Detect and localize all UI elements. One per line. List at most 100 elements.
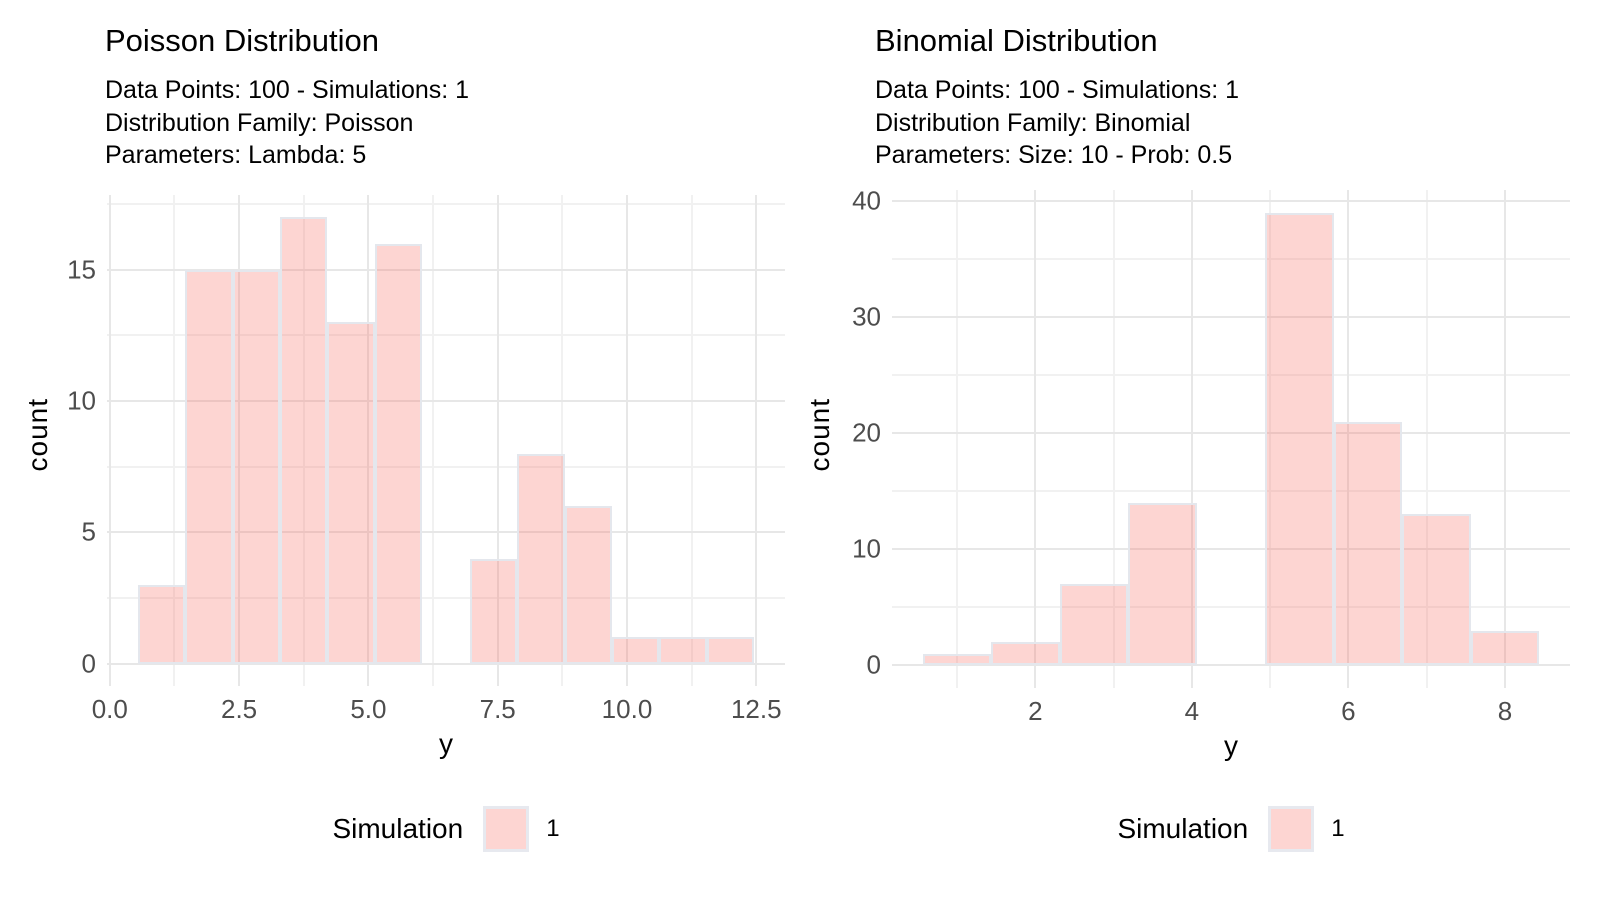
x-tick-label: 6 [1341, 696, 1356, 726]
major-gridline-vertical [1034, 190, 1037, 688]
x-tick-label: 2 [1028, 696, 1043, 726]
major-gridline-horizontal [892, 664, 1570, 667]
major-gridline-vertical [625, 195, 628, 686]
histogram-bar [1470, 630, 1540, 666]
chart-subtitle: Data Points: 100 - Simulations: 1 Distri… [875, 74, 1239, 172]
minor-gridline-vertical [1269, 190, 1272, 688]
chart-title: Poisson Distribution [105, 23, 379, 58]
plot-panel: y 0.0 2.5 5.0 7.5 10.0 12.5 0 5 10 15 [67, 195, 785, 759]
plot-panel: y 2 4 6 8 0 10 20 30 40 [852, 186, 1570, 761]
minor-gridline-horizontal [892, 606, 1570, 609]
legend-key-swatch [1268, 806, 1315, 852]
histogram-bar [611, 637, 660, 664]
subtitle-line: Data Points: 100 - Simulations: 1 [875, 76, 1240, 104]
histogram-bar [659, 637, 707, 664]
legend-title: Simulation [1117, 813, 1249, 844]
major-gridline-horizontal [107, 662, 785, 665]
minor-gridline-horizontal [107, 203, 785, 206]
minor-gridline-horizontal [892, 258, 1570, 261]
x-tick-label: 0.0 [91, 694, 128, 724]
y-tick-label: 10 [852, 533, 881, 564]
x-tick-label: 10.0 [601, 694, 653, 724]
minor-gridline-vertical [956, 190, 959, 688]
x-tick-label: 8 [1497, 696, 1513, 726]
subtitle-line: Parameters: Size: 10 - Prob: 0.5 [875, 141, 1233, 169]
major-gridline-horizontal [107, 400, 785, 403]
histogram-bar [1059, 584, 1129, 666]
x-tick-label: 5.0 [350, 694, 387, 724]
histogram-bar [232, 269, 281, 664]
major-gridline-horizontal [892, 200, 1570, 203]
minor-gridline-horizontal [107, 597, 785, 600]
histogram-bar [469, 558, 518, 664]
y-tick-label: 10 [67, 385, 96, 416]
histogram-bar [137, 584, 186, 664]
major-gridline-vertical [755, 195, 758, 686]
major-gridline-vertical [367, 195, 370, 686]
histogram-bar [374, 243, 423, 664]
histogram-bar [1265, 212, 1334, 666]
major-gridline-vertical [108, 195, 111, 686]
legend: Simulation 1 [892, 806, 1570, 852]
binomial-histogram-figure: Binomial Distribution Data Points: 100 -… [800, 0, 1600, 900]
x-tick-label: 4 [1184, 696, 1200, 726]
y-tick-label: 0 [81, 648, 96, 679]
histogram-bar [185, 269, 233, 664]
minor-gridline-horizontal [107, 334, 785, 337]
legend: Simulation 1 [107, 806, 785, 852]
legend-title: Simulation [332, 813, 464, 844]
histogram-bar [922, 653, 992, 666]
major-gridline-horizontal [892, 432, 1570, 435]
histogram-bar [1128, 502, 1197, 666]
x-axis-title: y [439, 728, 453, 759]
histogram-bar [517, 453, 565, 664]
major-gridline-vertical [1347, 190, 1350, 688]
minor-gridline-vertical [173, 195, 176, 686]
subtitle-line: Distribution Family: Poisson [105, 108, 414, 137]
chart-title: Binomial Distribution [875, 23, 1158, 58]
chart-subtitle: Data Points: 100 - Simulations: 1 Distri… [105, 74, 469, 172]
minor-gridline-vertical [561, 195, 564, 686]
minor-gridline-horizontal [107, 465, 785, 468]
y-tick-label: 40 [852, 185, 881, 216]
y-tick-label: 20 [852, 417, 881, 448]
major-gridline-vertical [1503, 190, 1506, 688]
x-tick-label: 2.5 [221, 694, 258, 724]
major-gridline-horizontal [107, 268, 785, 271]
minor-gridline-vertical [302, 195, 305, 686]
histogram-bar [280, 217, 328, 664]
y-axis-title: count [22, 398, 53, 472]
histogram-bar [1402, 514, 1471, 666]
x-tick-label: 7.5 [479, 694, 516, 724]
y-tick-label: 5 [81, 516, 96, 547]
y-tick-label: 30 [852, 301, 881, 332]
y-tick-label: 0 [866, 649, 881, 680]
minor-gridline-vertical [432, 195, 435, 686]
legend-item-label: 1 [546, 815, 560, 842]
major-gridline-vertical [238, 195, 241, 686]
minor-gridline-horizontal [892, 374, 1570, 377]
histogram-bar [991, 642, 1060, 666]
legend-item-label: 1 [1331, 815, 1345, 842]
minor-gridline-horizontal [892, 490, 1570, 493]
histogram-bar [706, 637, 755, 664]
poisson-histogram-figure: Poisson Distribution Data Points: 100 - … [22, 23, 785, 852]
y-axis-title: count [804, 398, 835, 472]
x-axis-title: y [1224, 730, 1238, 761]
histogram-bar [327, 322, 375, 664]
x-tick-label: 12.5 [730, 694, 782, 724]
minor-gridline-vertical [690, 195, 693, 686]
subtitle-line: Distribution Family: Binomial [875, 108, 1191, 137]
histogram-bar [564, 506, 612, 664]
histogram-bar [1333, 421, 1403, 666]
major-gridline-vertical [496, 195, 499, 686]
major-gridline-horizontal [892, 316, 1570, 319]
minor-gridline-vertical [1425, 190, 1428, 688]
major-gridline-vertical [1190, 190, 1193, 688]
minor-gridline-vertical [1112, 190, 1115, 688]
major-gridline-horizontal [107, 531, 785, 534]
major-gridline-horizontal [892, 548, 1570, 551]
subtitle-line: Data Points: 100 - Simulations: 1 [105, 76, 470, 104]
legend-key-swatch [483, 806, 530, 852]
y-tick-label: 15 [67, 254, 96, 285]
